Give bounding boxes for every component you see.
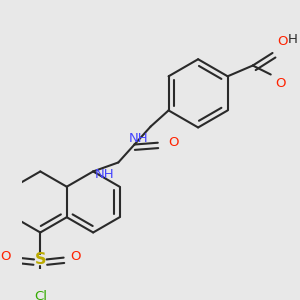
Text: O: O xyxy=(169,136,179,149)
Text: H: H xyxy=(288,33,298,46)
Text: O: O xyxy=(277,35,287,49)
Text: NH: NH xyxy=(129,132,149,145)
Text: NH: NH xyxy=(95,168,115,181)
Text: S: S xyxy=(34,252,46,267)
Text: O: O xyxy=(0,250,11,263)
Text: O: O xyxy=(275,77,286,90)
Text: Cl: Cl xyxy=(34,290,47,300)
Text: O: O xyxy=(70,250,80,263)
